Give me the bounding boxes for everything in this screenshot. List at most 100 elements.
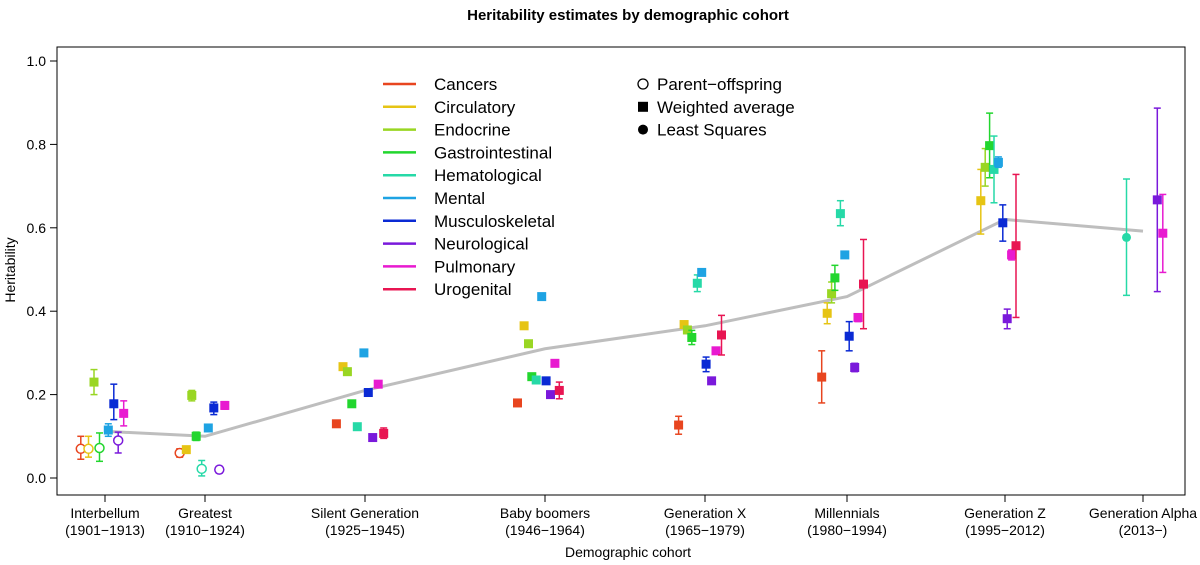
legend-label-musculoskeletal: Musculoskeletal xyxy=(434,212,555,231)
point-endocrine xyxy=(524,339,533,349)
y-tick-label: 0.8 xyxy=(27,136,47,152)
legend-marker-open-circle xyxy=(637,78,649,90)
x-tick-years: (1910−1924) xyxy=(165,522,245,538)
point-cancers xyxy=(674,420,684,430)
point-musculoskeletal xyxy=(363,388,373,398)
legend-marker-label: Weighted average xyxy=(657,98,795,117)
y-tick-label: 1.0 xyxy=(27,53,47,69)
legend-label-hematological: Hematological xyxy=(434,166,542,185)
point-neurological xyxy=(214,464,225,475)
point-gastrointestinal xyxy=(347,399,357,409)
x-tick-label: Greatest xyxy=(178,505,232,521)
x-axis-label: Demographic cohort xyxy=(565,544,691,560)
point-circulatory xyxy=(976,196,986,206)
point-urogenital xyxy=(717,330,726,340)
point-musculoskeletal xyxy=(541,376,551,386)
legend-marker-label: Parent−offspring xyxy=(657,75,782,94)
legend-label-neurological: Neurological xyxy=(434,235,529,254)
point-pulmonary xyxy=(220,400,230,410)
x-tick-years: (1925−1945) xyxy=(325,522,405,538)
y-tick-label: 0.6 xyxy=(27,220,47,236)
point-hematological xyxy=(531,375,541,385)
point-pulmonary xyxy=(853,312,863,322)
point-mental xyxy=(103,425,113,435)
point-pulmonary xyxy=(550,358,560,368)
x-tick-years: (1901−1913) xyxy=(65,522,145,538)
point-hematological xyxy=(692,278,702,288)
legend-label-gastrointestinal: Gastrointestinal xyxy=(434,143,552,162)
x-tick-years: (1980−1994) xyxy=(807,522,887,538)
trend-line-group xyxy=(104,217,1144,438)
point-pulmonary xyxy=(373,379,383,389)
y-tick-label: 0.0 xyxy=(27,470,47,486)
x-tick-years: (2013−) xyxy=(1119,522,1168,538)
point-neurological xyxy=(546,390,555,400)
x-tick-years: (1965−1979) xyxy=(665,522,745,538)
point-circulatory xyxy=(181,445,191,455)
point-pulmonary xyxy=(1007,250,1017,260)
x-tick-label: Generation X xyxy=(664,505,747,521)
point-endocrine xyxy=(89,377,99,387)
point-neurological xyxy=(368,433,378,443)
point-cancers xyxy=(331,419,341,429)
point-endocrine xyxy=(682,325,692,335)
point-pulmonary xyxy=(711,346,721,356)
x-tick-years: (1995−2012) xyxy=(965,522,1045,538)
legend-label-urogenital: Urogenital xyxy=(434,280,512,299)
x-tick-label: Generation Alpha xyxy=(1089,505,1197,521)
x-tick-label: Interbellum xyxy=(70,505,139,521)
x-tick-label: Millennials xyxy=(814,505,879,521)
chart-title: Heritability estimates by demographic co… xyxy=(467,7,789,24)
point-neurological xyxy=(1152,195,1162,205)
point-musculoskeletal xyxy=(844,331,854,341)
point-circulatory xyxy=(679,320,689,330)
x-tick-years: (1946−1964) xyxy=(505,522,585,538)
trend-line xyxy=(104,217,1144,438)
point-musculoskeletal xyxy=(998,218,1008,228)
point-mental xyxy=(697,267,707,277)
point-mental xyxy=(993,157,1003,167)
point-circulatory xyxy=(338,362,348,372)
legend: Cancers Circulatory Endocrine Gastrointesti… xyxy=(383,75,795,299)
point-neurological xyxy=(112,435,124,446)
point-cancers xyxy=(513,398,522,408)
legend-label-pulmonary: Pulmonary xyxy=(434,257,516,276)
point-neurological xyxy=(850,362,860,372)
x-tick-label: Silent Generation xyxy=(311,505,419,521)
point-neurological xyxy=(1002,314,1012,324)
point-gastrointestinal xyxy=(687,332,697,342)
point-musculoskeletal xyxy=(701,359,711,369)
point-endocrine xyxy=(827,289,837,299)
point-urogenital xyxy=(379,428,389,438)
point-musculoskeletal xyxy=(109,399,119,409)
x-tick-label: Baby boomers xyxy=(500,505,590,521)
point-cancers xyxy=(817,372,827,382)
point-gastrointestinal xyxy=(985,141,995,151)
legend-label-endocrine: Endocrine xyxy=(434,121,511,140)
point-circulatory xyxy=(83,443,94,455)
axis-ticks: 0.0 0.2 0.4 0.6 0.8 1.0 Interbellum(1901−1913)… xyxy=(27,53,1198,538)
point-gastrointestinal xyxy=(191,431,201,441)
y-axis-label: Heritability xyxy=(2,237,18,302)
point-urogenital xyxy=(554,385,564,395)
point-pulmonary xyxy=(119,408,129,418)
point-mental xyxy=(537,292,547,302)
legend-label-mental: Mental xyxy=(434,189,485,208)
point-hematological xyxy=(835,209,845,219)
legend-marker-square xyxy=(638,101,648,112)
legend-label-cancers: Cancers xyxy=(434,75,497,94)
legend-marker-circle xyxy=(638,124,648,135)
point-hematological xyxy=(1122,232,1131,242)
point-mental xyxy=(359,348,369,358)
point-pulmonary xyxy=(1158,228,1168,238)
point-gastrointestinal xyxy=(94,442,105,454)
data-points xyxy=(75,107,1168,477)
y-tick-label: 0.2 xyxy=(27,387,47,403)
point-hematological xyxy=(196,463,207,475)
point-hematological xyxy=(989,164,999,174)
point-mental xyxy=(203,423,213,433)
point-circulatory xyxy=(822,308,832,318)
point-gastrointestinal xyxy=(830,273,840,283)
point-circulatory xyxy=(519,321,529,331)
